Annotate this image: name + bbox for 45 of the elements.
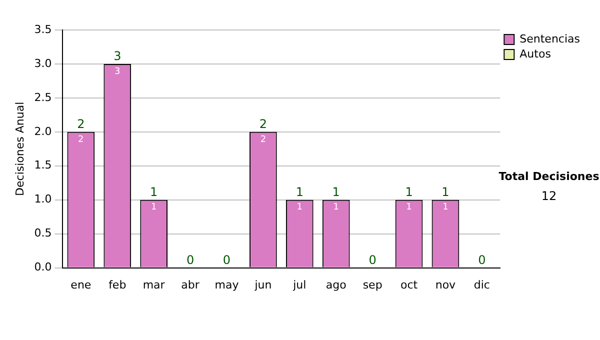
y-tick-label: 2.0 (34, 124, 52, 138)
y-tick-label: 3.0 (34, 56, 52, 70)
total-label: 1 (405, 184, 413, 199)
x-tick-label: ago (326, 278, 347, 292)
total-label: 0 (368, 252, 376, 267)
data-label: 1 (333, 202, 339, 213)
total-label: 3 (114, 49, 122, 64)
total-label: 1 (332, 184, 340, 199)
total-label: 2 (77, 117, 85, 132)
x-tick-label: dic (474, 278, 490, 292)
total-label: 1 (296, 184, 304, 199)
data-label: 3 (114, 66, 120, 77)
y-tick-label: 3.5 (34, 22, 52, 36)
x-tick-label: sep (362, 278, 382, 292)
y-tick-label: 2.5 (34, 90, 52, 104)
x-tick-label: nov (435, 278, 456, 292)
x-tick-label: ene (70, 278, 92, 292)
x-tick-label: jul (292, 278, 306, 292)
x-tick-label: mar (142, 278, 166, 292)
total-label: 0 (478, 252, 486, 267)
total-label: 1 (150, 184, 158, 199)
x-tick-label: jun (254, 278, 272, 292)
total-label: 1 (442, 184, 450, 199)
data-label: 2 (78, 134, 84, 145)
total-label: 0 (186, 252, 194, 267)
y-tick-label: 0.0 (34, 260, 52, 274)
legend-label: Sentencias (520, 32, 580, 46)
data-label: 1 (442, 202, 448, 213)
x-tick-label: may (214, 278, 240, 292)
data-label: 1 (406, 202, 412, 213)
text: 12 (541, 189, 557, 204)
x-tick-label: oct (400, 278, 418, 292)
total-label: 0 (222, 252, 231, 267)
y-tick-label: 0.5 (34, 226, 52, 240)
legend-label: Autos (520, 47, 552, 60)
x-tick-label: feb (108, 278, 126, 292)
x-tick-label: abr (181, 278, 200, 292)
annotation: Total Decisiones (498, 170, 600, 183)
data-label: 1 (150, 202, 157, 213)
total-label: 2 (259, 117, 268, 132)
y-tick-label: 1.0 (34, 192, 52, 206)
data-label: 2 (260, 134, 266, 145)
y-tick-label: 1.5 (34, 158, 52, 172)
data-label: 1 (296, 202, 303, 213)
y-axis-title: Decisiones Anual (13, 102, 26, 196)
